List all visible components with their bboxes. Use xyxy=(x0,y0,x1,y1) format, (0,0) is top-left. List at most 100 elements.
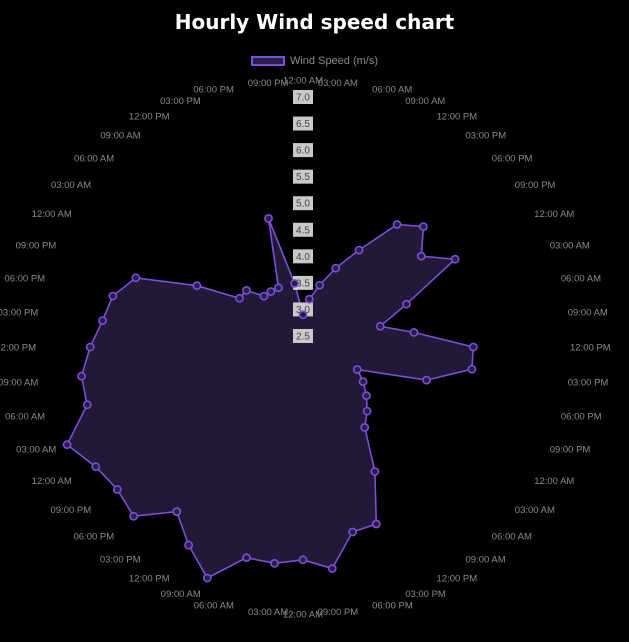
angle-label: 03:00 PM xyxy=(100,554,141,565)
radial-tick-box xyxy=(293,196,313,211)
data-point[interactable] xyxy=(202,573,212,583)
angle-label: 09:00 AM xyxy=(568,308,608,319)
data-point[interactable] xyxy=(266,287,276,296)
data-point[interactable] xyxy=(362,406,372,416)
angle-label: 06:00 PM xyxy=(193,85,234,96)
data-point[interactable] xyxy=(348,527,357,537)
data-point[interactable] xyxy=(129,511,139,521)
radial-tick-label: 2.5 xyxy=(296,332,310,343)
legend[interactable]: Wind Speed (m/s) xyxy=(0,55,629,67)
data-point[interactable] xyxy=(290,278,299,288)
radial-tick-label: 6.0 xyxy=(296,146,310,157)
radial-tick-label: 4.5 xyxy=(296,225,310,236)
angle-label: 09:00 AM xyxy=(466,554,506,565)
angle-label: 06:00 AM xyxy=(492,531,532,542)
radial-tick-box xyxy=(293,169,313,184)
data-point[interactable] xyxy=(370,467,380,476)
angle-label: 03:00 AM xyxy=(16,445,56,456)
radial-tick-label: 4.0 xyxy=(296,252,310,263)
data-point[interactable] xyxy=(172,507,182,516)
angle-label: 09:00 PM xyxy=(318,607,359,618)
data-point[interactable] xyxy=(298,310,308,320)
data-point[interactable] xyxy=(241,285,251,295)
legend-label: Wind Speed (m/s) xyxy=(289,55,379,67)
data-point[interactable] xyxy=(304,294,314,304)
data-point[interactable] xyxy=(409,327,419,337)
data-point[interactable] xyxy=(62,440,72,450)
series-points-layer xyxy=(62,213,478,583)
data-point[interactable] xyxy=(416,251,426,261)
data-point[interactable] xyxy=(392,220,402,229)
angle-label: 09:00 PM xyxy=(550,445,591,456)
angle-label: 06:00 AM xyxy=(561,273,601,284)
data-point[interactable] xyxy=(450,254,460,264)
data-point[interactable] xyxy=(375,321,385,331)
angle-label: 03:00 AM xyxy=(515,505,555,516)
data-point[interactable] xyxy=(108,291,118,301)
angle-label: 09:00 PM xyxy=(16,240,57,251)
angle-label: 03:00 AM xyxy=(248,607,288,618)
data-point[interactable] xyxy=(315,280,324,290)
angle-label: 12:00 PM xyxy=(129,574,170,585)
legend-swatch xyxy=(250,56,285,66)
angle-label: 09:00 AM xyxy=(161,589,201,600)
data-point[interactable] xyxy=(468,342,478,352)
data-point[interactable] xyxy=(422,375,431,385)
data-point[interactable] xyxy=(112,485,122,494)
data-point[interactable] xyxy=(352,365,362,374)
angle-label: 09:00 PM xyxy=(51,505,92,516)
angle-label: 12:00 PM xyxy=(0,343,36,354)
data-point[interactable] xyxy=(270,558,279,568)
series-area-layer xyxy=(66,218,475,580)
data-point[interactable] xyxy=(418,222,428,231)
angle-label: 12:00 AM xyxy=(283,76,323,87)
data-point[interactable] xyxy=(331,263,341,273)
radial-ticks-layer: 7.06.56.05.55.04.54.03.53.02.5 xyxy=(293,90,313,343)
radial-tick-box xyxy=(293,116,313,131)
angle-label: 12:00 AM xyxy=(534,209,574,220)
radial-tick-box xyxy=(293,143,313,158)
data-point[interactable] xyxy=(360,422,370,432)
data-point[interactable] xyxy=(235,293,244,303)
data-point[interactable] xyxy=(358,377,368,387)
data-point[interactable] xyxy=(77,371,86,381)
data-point[interactable] xyxy=(85,342,95,352)
radial-tick-box xyxy=(293,329,313,343)
data-point[interactable] xyxy=(467,364,477,374)
angle-label: 06:00 AM xyxy=(74,154,114,165)
data-point[interactable] xyxy=(354,245,364,255)
data-point[interactable] xyxy=(131,273,141,283)
data-point[interactable] xyxy=(274,283,283,293)
angle-label: 09:00 AM xyxy=(0,377,38,388)
data-point[interactable] xyxy=(192,281,202,291)
angle-label: 12:00 AM xyxy=(32,209,72,220)
radial-tick-box xyxy=(293,90,313,104)
data-point[interactable] xyxy=(362,391,371,401)
data-point[interactable] xyxy=(298,555,308,565)
data-point[interactable] xyxy=(184,540,193,550)
angle-label: 03:00 AM xyxy=(318,78,358,89)
angle-label: 12:00 AM xyxy=(32,476,72,487)
data-point[interactable] xyxy=(327,564,337,573)
chart-title: Hourly Wind speed chart xyxy=(174,10,455,34)
angle-label: 03:00 AM xyxy=(550,240,590,251)
data-point[interactable] xyxy=(242,553,251,563)
angle-label: 09:00 AM xyxy=(100,131,140,142)
data-point[interactable] xyxy=(371,519,381,529)
angle-label: 06:00 AM xyxy=(194,600,234,611)
radial-tick-label: 3.5 xyxy=(296,278,310,289)
radial-tick-box xyxy=(293,249,313,264)
data-point[interactable] xyxy=(259,291,269,301)
angle-label: 03:00 PM xyxy=(160,96,201,107)
data-point[interactable] xyxy=(401,299,411,309)
data-point[interactable] xyxy=(264,213,273,223)
angle-label: 06:00 PM xyxy=(372,600,413,611)
angle-label: 12:00 PM xyxy=(437,111,478,122)
radial-tick-label: 7.0 xyxy=(296,93,310,104)
data-point[interactable] xyxy=(91,462,101,472)
data-point[interactable] xyxy=(82,400,92,410)
angle-label: 03:00 PM xyxy=(405,589,446,600)
data-point[interactable] xyxy=(98,316,107,325)
angle-label: 12:00 AM xyxy=(283,610,323,621)
